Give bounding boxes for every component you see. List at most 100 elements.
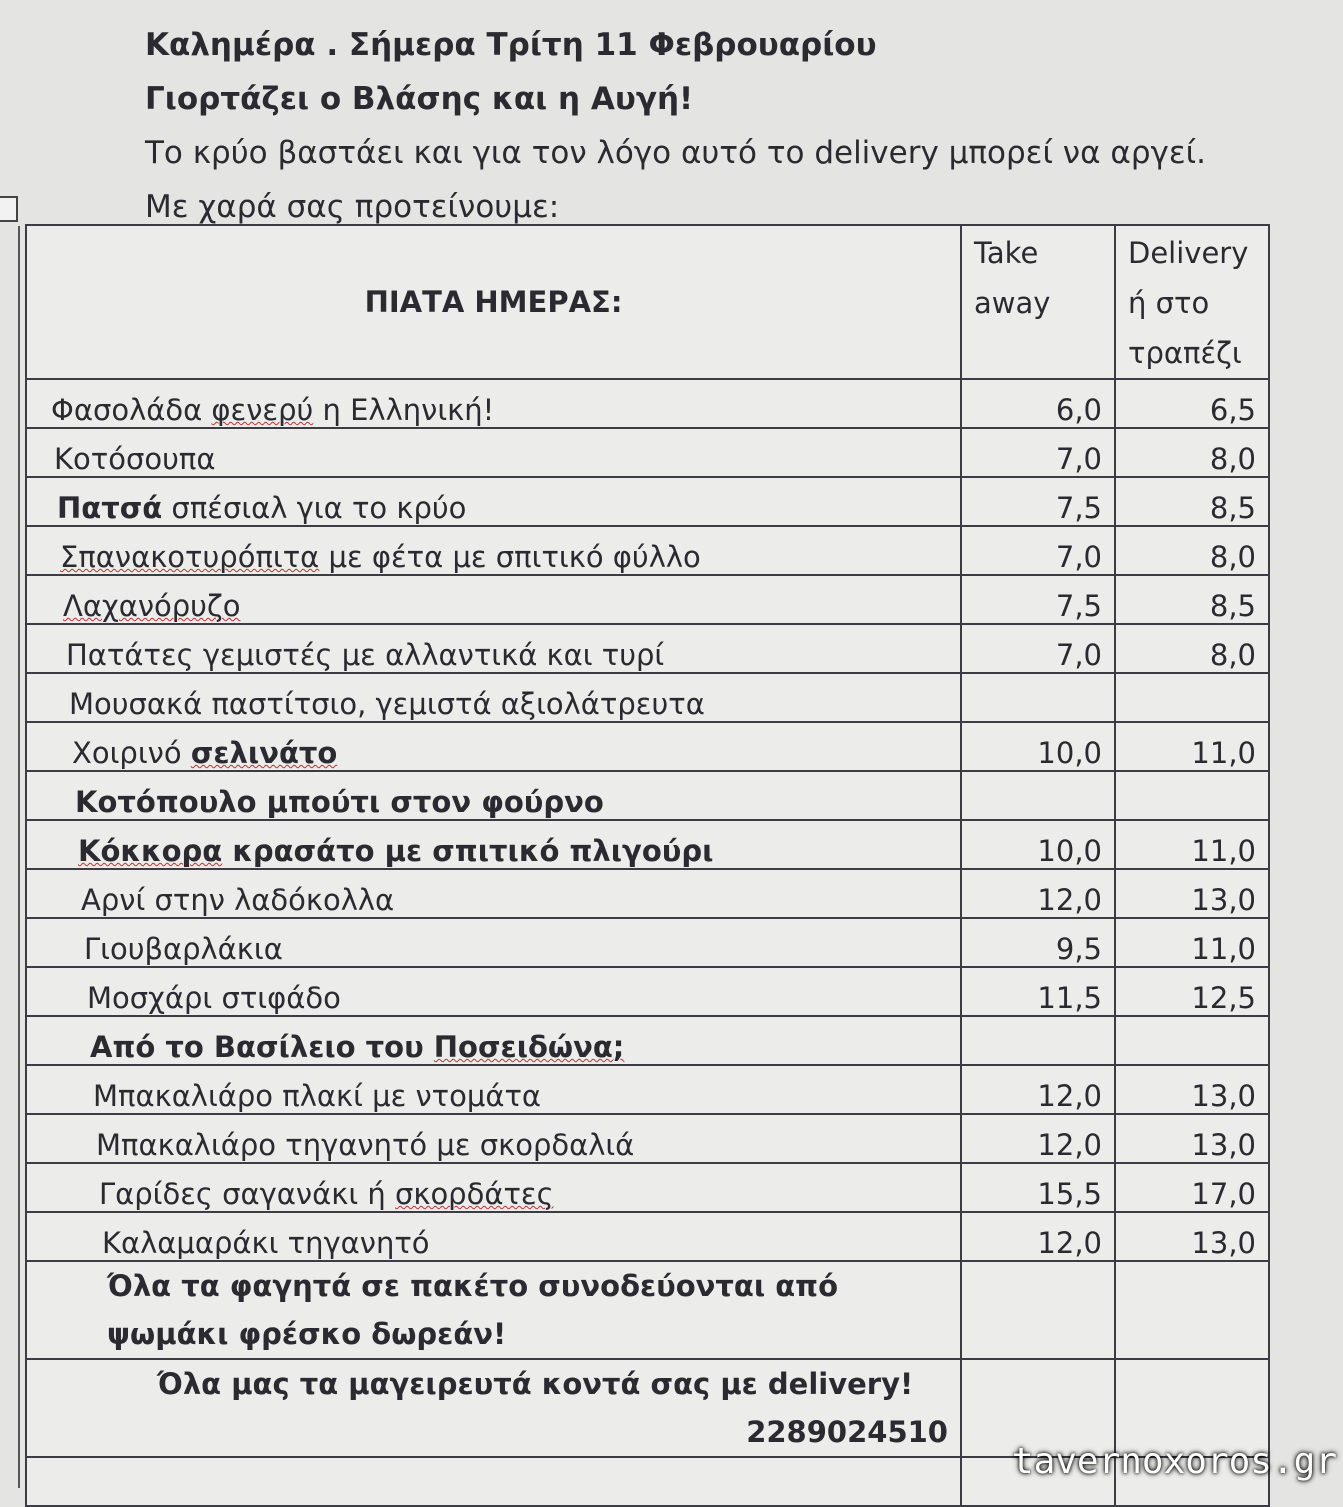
dish-name: Μοσχάρι στιφάδο: [25, 966, 962, 1017]
menu-row: Κοτόσουπα 7,0 8,0: [25, 427, 1270, 478]
greeting-line: Καλημέρα . Σήμερα Τρίτη 11 Φεβρουαρίου: [145, 27, 877, 63]
delivery-price: 17,0: [1114, 1162, 1270, 1213]
dish-name-part: Πατάτες γεμιστές με αλλαντικά και τυρί: [66, 638, 665, 672]
takeaway-price: 12,0: [960, 868, 1116, 919]
dish-name: Πατάτες γεμιστές με αλλαντικά και τυρί: [25, 623, 962, 674]
dish-name: Κοτόπουλο μπούτι στον φούρνο: [25, 770, 962, 821]
dish-name-part: Σπανακοτυρόπιτα: [60, 540, 320, 574]
delivery-note: Όλα μας τα μαγειρευτά κοντά σας με deliv…: [157, 1367, 914, 1401]
menu-row: Χοιρινό σελινάτο 10,0 11,0: [25, 721, 1270, 772]
menu-row: Μπακαλιάρο πλακί με ντομάτα 12,0 13,0: [25, 1064, 1270, 1115]
menu-table: ΠΙΑΤΑ ΗΜΕΡΑΣ: Take away Delivery ή στο τ…: [25, 224, 1270, 1507]
takeaway-price: 10,0: [960, 721, 1116, 772]
delivery-price: 8,0: [1114, 427, 1270, 478]
dish-name-part: Μπακαλιάρο τηγανητό με σκορδαλιά: [96, 1128, 635, 1162]
takeaway-price: [960, 770, 1116, 821]
dish-name-part: Κοτόπουλο μπούτι στον φούρνο: [75, 785, 604, 819]
dish-name: Μπακαλιάρο πλακί με ντομάτα: [25, 1064, 962, 1115]
delivery-price: 8,0: [1114, 525, 1270, 576]
bread-note: Όλα τα φαγητά σε πακέτο συνοδεύονται από…: [107, 1269, 839, 1351]
dish-name-part: Λαχανόρυζο: [63, 589, 241, 623]
dish-name-part: σκορδάτες: [394, 1177, 554, 1211]
empty-price-cell: [1114, 1260, 1270, 1360]
empty-price-cell: [960, 1358, 1116, 1458]
dish-name-part: Από το Βασίλειο του: [90, 1030, 434, 1064]
empty-price-cell: [960, 1260, 1116, 1360]
dish-name-part: Πατσά: [57, 491, 163, 525]
dish-name: Λαχανόρυζο: [25, 574, 962, 625]
delivery-price: 11,0: [1114, 721, 1270, 772]
dish-name: Γαρίδες σαγανάκι ή σκορδάτες: [25, 1162, 962, 1213]
dish-name-part: Καλαμαράκι τηγανητό: [102, 1226, 430, 1260]
takeaway-price: 7,5: [960, 476, 1116, 527]
suggestion-line: Με χαρά σας προτείνουμε:: [145, 189, 560, 225]
delivery-notice: Το κρύο βαστάει και για τον λόγο αυτό το…: [145, 135, 1206, 171]
menu-row: Μπακαλιάρο τηγανητό με σκορδαλιά 12,0 13,0: [25, 1113, 1270, 1164]
takeaway-price: 7,0: [960, 525, 1116, 576]
note-row: Όλα τα φαγητά σε πακέτο συνοδεύονται από…: [25, 1260, 1270, 1360]
menu-row: Καλαμαράκι τηγανητό 12,0 13,0: [25, 1211, 1270, 1262]
dish-name-part: κρασάτο με σπιτικό πλιγούρι: [222, 834, 714, 868]
takeaway-price: 12,0: [960, 1113, 1116, 1164]
delivery-price: 13,0: [1114, 1064, 1270, 1115]
takeaway-price: 15,5: [960, 1162, 1116, 1213]
dish-name-part: Γαρίδες σαγανάκι ή: [99, 1177, 395, 1211]
menu-row: Πατσά σπέσιαλ για το κρύο 7,5 8,5: [25, 476, 1270, 527]
dish-name: Σπανακοτυρόπιτα με φέτα με σπιτικό φύλλο: [25, 525, 962, 576]
dish-name-part: σπέσιαλ για το κρύο: [162, 491, 467, 525]
nameday-line: Γιορτάζει ο Βλάσης και η Αυγή!: [145, 81, 694, 117]
dish-name-part: Μουσακά παστίτσιο, γεμιστά αξιολάτρευτα: [69, 687, 705, 721]
takeaway-price: 12,0: [960, 1211, 1116, 1262]
dish-name-part: Φασολάδα: [51, 393, 212, 427]
dish-name: Καλαμαράκι τηγανητό: [25, 1211, 962, 1262]
menu-row: Από το Βασίλειο του Ποσειδώνα;: [25, 1015, 1270, 1066]
note-cell: Όλα μας τα μαγειρευτά κοντά σας με deliv…: [25, 1358, 962, 1458]
takeaway-price: 10,0: [960, 819, 1116, 870]
menu-row: Γιουβαρλάκια 9,5 11,0: [25, 917, 1270, 968]
takeaway-price: 7,0: [960, 623, 1116, 674]
dish-name: Από το Βασίλειο του Ποσειδώνα;: [25, 1015, 962, 1066]
takeaway-price: 7,5: [960, 574, 1116, 625]
note-row: Όλα μας τα μαγειρευτά κοντά σας με deliv…: [25, 1358, 1270, 1458]
takeaway-price: [960, 1015, 1116, 1066]
menu-row: Κοτόπουλο μπούτι στον φούρνο: [25, 770, 1270, 821]
dish-name: Γιουβαρλάκια: [25, 917, 962, 968]
dish-name: Αρνί στην λαδόκολλα: [25, 868, 962, 919]
dish-name: Μπακαλιάρο τηγανητό με σκορδαλιά: [25, 1113, 962, 1164]
dish-name-part: Ποσειδώνα;: [433, 1030, 625, 1064]
takeaway-price: 6,0: [960, 378, 1116, 429]
watermark: tavernoxoros.gr: [1011, 1441, 1337, 1482]
delivery-price: [1114, 1015, 1270, 1066]
col-header-takeaway: Take away: [960, 224, 1116, 380]
takeaway-price: [960, 672, 1116, 723]
dish-name: Χοιρινό σελινάτο: [25, 721, 962, 772]
menu-row: Σπανακοτυρόπιτα με φέτα με σπιτικό φύλλο…: [25, 525, 1270, 576]
dish-name-part: Κοτόσουπα: [54, 442, 216, 476]
menu-row: Μοσχάρι στιφάδο 11,5 12,5: [25, 966, 1270, 1017]
dish-name-part: Χοιρινό: [72, 736, 191, 770]
delivery-price: 13,0: [1114, 868, 1270, 919]
dish-name-part: Αρνί στην λαδόκολλα: [81, 883, 395, 917]
margin-marker: [0, 196, 18, 222]
menu-row: Γαρίδες σαγανάκι ή σκορδάτες 15,5 17,0: [25, 1162, 1270, 1213]
phone-number: 2289024510: [746, 1415, 948, 1449]
menu-row: Αρνί στην λαδόκολλα 12,0 13,0: [25, 868, 1270, 919]
dish-name-part: με φέτα με σπιτικό φύλλο: [319, 540, 701, 574]
dish-name-part: Μοσχάρι στιφάδο: [87, 981, 341, 1015]
menu-row: Πατάτες γεμιστές με αλλαντικά και τυρί 7,…: [25, 623, 1270, 674]
delivery-price: 13,0: [1114, 1211, 1270, 1262]
takeaway-price: 11,5: [960, 966, 1116, 1017]
delivery-price: 13,0: [1114, 1113, 1270, 1164]
menu-row: Μουσακά παστίτσιο, γεμιστά αξιολάτρευτα: [25, 672, 1270, 723]
note-cell: [25, 1456, 962, 1507]
table-title: ΠΙΑΤΑ ΗΜΕΡΑΣ:: [25, 224, 962, 380]
delivery-price: 11,0: [1114, 917, 1270, 968]
delivery-price: [1114, 770, 1270, 821]
delivery-price: 8,0: [1114, 623, 1270, 674]
dish-name-part: σελινάτο: [190, 736, 338, 770]
empty-price-cell: [1114, 1358, 1270, 1458]
takeaway-price: 9,5: [960, 917, 1116, 968]
dish-name: Κόκκορα κρασάτο με σπιτικό πλιγούρι: [25, 819, 962, 870]
dish-name-part: φενερύ: [211, 393, 314, 427]
dish-name-part: Κόκκορα: [78, 834, 223, 868]
